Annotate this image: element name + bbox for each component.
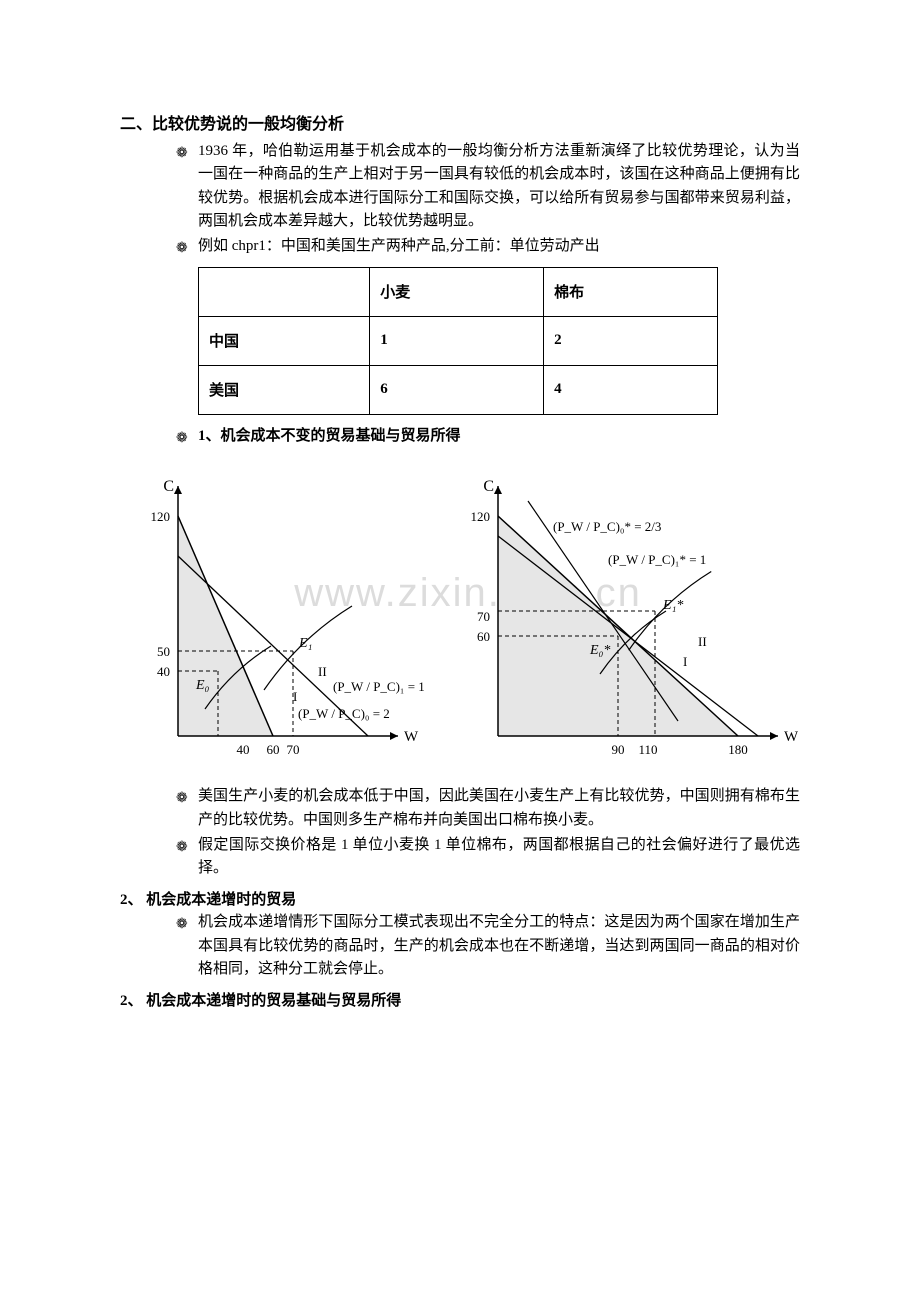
svg-text:C: C: [163, 478, 174, 495]
bullet-text: 假定国际交换价格是 1 单位小麦换 1 单位棉布，两国都根据自己的社会偏好进行了…: [198, 834, 800, 881]
sub-heading: 2、 机会成本递增时的贸易基础与贸易所得: [120, 989, 800, 1010]
svg-text:40: 40: [157, 664, 170, 679]
svg-text:90: 90: [612, 742, 625, 757]
table-cell: 1: [370, 316, 544, 365]
bullet-item: ❁ 机会成本递增情形下国际分工模式表现出不完全分工的特点：这是因为两个国家在增加…: [176, 911, 800, 981]
bullet-item: ❁ 1、机会成本不变的贸易基础与贸易所得: [176, 425, 800, 449]
table-cell: 2: [544, 316, 718, 365]
table-cell: 4: [544, 365, 718, 414]
table-row: 美国 6 4: [199, 365, 718, 414]
bullet-text: 1、机会成本不变的贸易基础与贸易所得: [198, 425, 800, 448]
flower-bullet-icon: ❁: [176, 235, 198, 259]
bullet-item: ❁ 1936 年，哈伯勒运用基于机会成本的一般均衡分析方法重新演绎了比较优势理论…: [176, 140, 800, 233]
svg-text:120: 120: [151, 509, 171, 524]
chart-container: www.zixin.com.cnCW1205040406070E₀E₁III(P…: [138, 456, 800, 781]
bullet-group-3: ❁ 美国生产小麦的机会成本低于中国，因此美国在小麦生产上有比较优势，中国则拥有棉…: [120, 785, 800, 880]
flower-bullet-icon: ❁: [176, 785, 198, 809]
bullet-group-2: ❁ 1、机会成本不变的贸易基础与贸易所得: [120, 425, 800, 449]
section-heading: 二、比较优势说的一般均衡分析: [120, 110, 800, 134]
svg-text:(P_W / P_C)₀* = 2/3: (P_W / P_C)₀* = 2/3: [553, 519, 661, 534]
svg-text:II: II: [698, 634, 707, 649]
table-row: 中国 1 2: [199, 316, 718, 365]
sub-heading: 2、 机会成本递增时的贸易: [120, 888, 800, 909]
trade-chart: www.zixin.com.cnCW1205040406070E₀E₁III(P…: [138, 456, 798, 776]
svg-text:40: 40: [237, 742, 250, 757]
table-header: 小麦: [370, 267, 544, 316]
sub-heading-text: 机会成本递增时的贸易基础与贸易所得: [146, 993, 401, 1009]
svg-text:(P_W / P_C)₁ = 1: (P_W / P_C)₁ = 1: [333, 679, 425, 694]
svg-text:I: I: [683, 654, 687, 669]
flower-bullet-icon: ❁: [176, 140, 198, 164]
labor-output-table: 小麦 棉布 中国 1 2 美国 6 4: [198, 267, 718, 415]
svg-text:70: 70: [287, 742, 300, 757]
table-row: 小麦 棉布: [199, 267, 718, 316]
table-header: 棉布: [544, 267, 718, 316]
svg-text:E₀*: E₀*: [589, 643, 610, 658]
svg-text:120: 120: [471, 509, 491, 524]
flower-bullet-icon: ❁: [176, 425, 198, 449]
bullet-text: 例如 chpr1：中国和美国生产两种产品,分工前：单位劳动产出: [198, 235, 800, 258]
svg-text:60: 60: [477, 629, 490, 644]
flower-bullet-icon: ❁: [176, 911, 198, 935]
sub-heading-text: 机会成本递增时的贸易: [146, 892, 296, 908]
svg-text:E₀: E₀: [195, 678, 210, 693]
bullet-item: ❁ 美国生产小麦的机会成本低于中国，因此美国在小麦生产上有比较优势，中国则拥有棉…: [176, 785, 800, 832]
table-cell: 6: [370, 365, 544, 414]
bullet-item: ❁ 例如 chpr1：中国和美国生产两种产品,分工前：单位劳动产出: [176, 235, 800, 259]
svg-text:W: W: [784, 729, 798, 745]
bullet-item: ❁ 假定国际交换价格是 1 单位小麦换 1 单位棉布，两国都根据自己的社会偏好进…: [176, 834, 800, 881]
sub-heading-num: 2、: [120, 892, 143, 908]
bullet-text: 美国生产小麦的机会成本低于中国，因此美国在小麦生产上有比较优势，中国则拥有棉布生…: [198, 785, 800, 832]
svg-text:60: 60: [267, 742, 280, 757]
svg-text:110: 110: [638, 742, 657, 757]
table-cell: 中国: [199, 316, 370, 365]
flower-bullet-icon: ❁: [176, 834, 198, 858]
svg-text:C: C: [483, 478, 494, 495]
svg-text:E₁*: E₁*: [662, 598, 683, 613]
sub-heading-num: 2、: [120, 993, 143, 1009]
table-cell: 美国: [199, 365, 370, 414]
svg-text:50: 50: [157, 644, 170, 659]
svg-text:70: 70: [477, 609, 490, 624]
svg-text:II: II: [318, 664, 327, 679]
svg-text:(P_W / P_C)₁* = 1: (P_W / P_C)₁* = 1: [608, 552, 706, 567]
svg-text:180: 180: [728, 742, 748, 757]
bullet-group-1: ❁ 1936 年，哈伯勒运用基于机会成本的一般均衡分析方法重新演绎了比较优势理论…: [120, 140, 800, 259]
svg-text:W: W: [404, 729, 419, 745]
bullet-text: 机会成本递增情形下国际分工模式表现出不完全分工的特点：这是因为两个国家在增加生产…: [198, 911, 800, 981]
svg-text:(P_W / P_C)₀ = 2: (P_W / P_C)₀ = 2: [298, 706, 390, 721]
bullet-text: 1936 年，哈伯勒运用基于机会成本的一般均衡分析方法重新演绎了比较优势理论，认…: [198, 140, 800, 233]
bullet-group-4: ❁ 机会成本递增情形下国际分工模式表现出不完全分工的特点：这是因为两个国家在增加…: [120, 911, 800, 981]
svg-text:I: I: [293, 689, 297, 704]
svg-text:E₁: E₁: [298, 636, 312, 651]
